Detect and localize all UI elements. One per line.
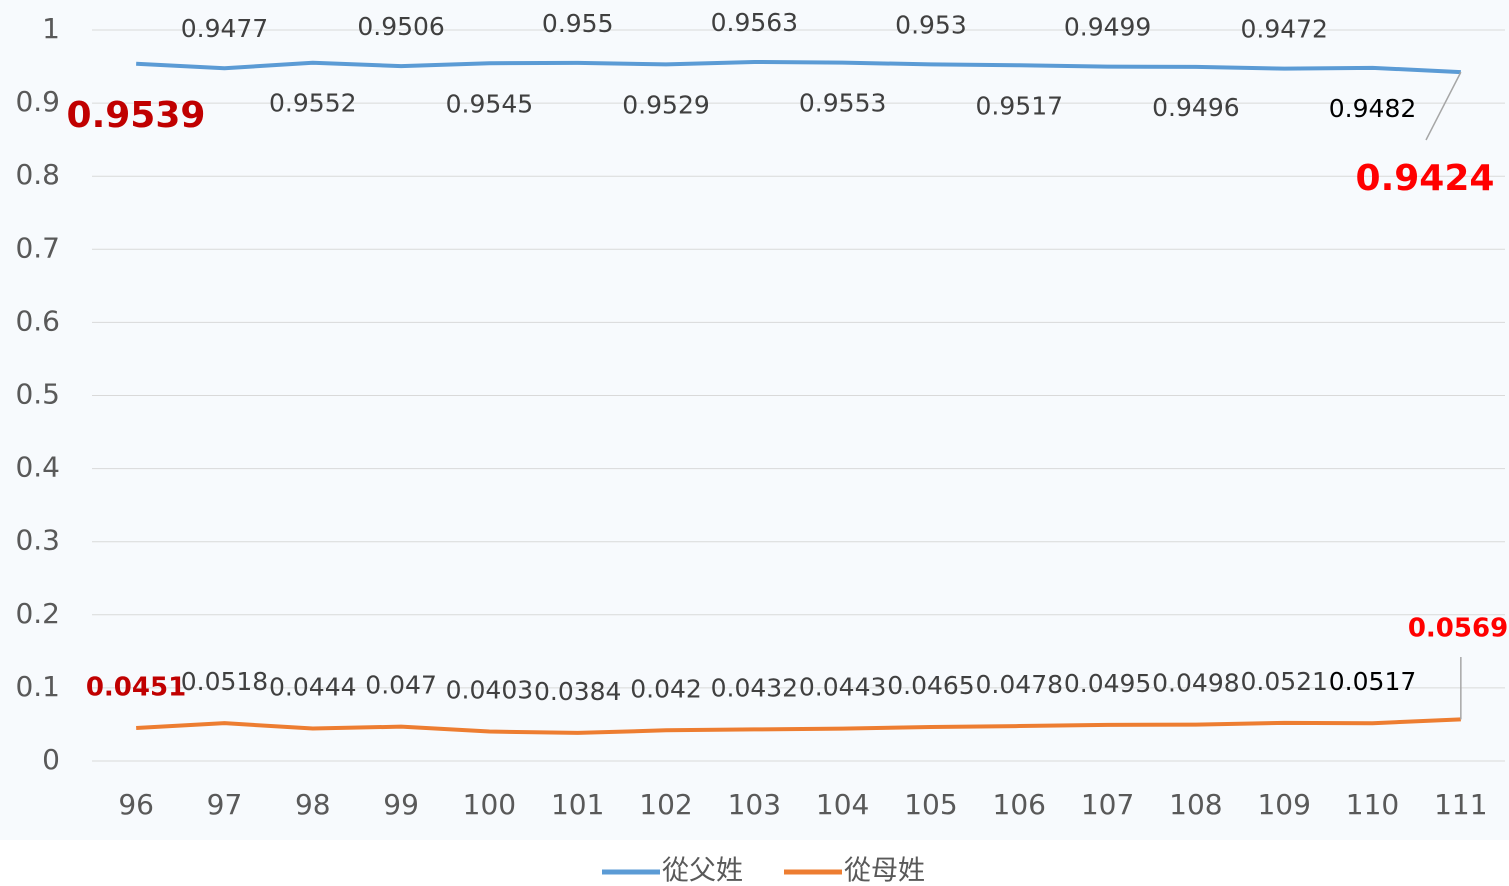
data-label: 0.9482 <box>1329 94 1416 123</box>
x-tick-label: 110 <box>1346 788 1399 821</box>
data-label: 0.0478 <box>976 670 1063 699</box>
data-label: 0.0518 <box>181 667 268 696</box>
data-label: 0.0465 <box>887 671 974 700</box>
y-tick-label: 0.5 <box>15 378 60 411</box>
y-tick-label: 0.4 <box>15 451 60 484</box>
x-tick-label: 98 <box>295 788 331 821</box>
series-line <box>136 59 1461 75</box>
x-tick-label: 101 <box>551 788 604 821</box>
legend-label: 從母姓 <box>844 856 925 886</box>
x-tick-label: 111 <box>1434 788 1487 821</box>
data-label: 0.9424 <box>1356 158 1495 199</box>
data-label: 0.9472 <box>1240 15 1327 44</box>
x-tick-label: 97 <box>207 788 243 821</box>
data-label: 0.0384 <box>534 677 621 706</box>
data-label: 0.0444 <box>269 673 356 702</box>
data-label: 0.953 <box>895 10 967 39</box>
y-tick-label: 0.6 <box>15 304 60 337</box>
data-label: 0.0517 <box>1329 667 1416 696</box>
x-tick-label: 106 <box>993 788 1046 821</box>
y-tick-label: 0 <box>42 743 60 776</box>
y-tick-label: 0.2 <box>15 597 60 630</box>
data-label: 0.9506 <box>357 12 444 41</box>
data-label: 0.9517 <box>976 91 1063 120</box>
x-tick-label: 108 <box>1169 788 1222 821</box>
data-label: 0.9539 <box>67 95 206 136</box>
data-label: 0.9499 <box>1064 13 1151 42</box>
data-label: 0.9477 <box>181 14 268 43</box>
data-label: 0.9545 <box>446 89 533 118</box>
data-label: 0.047 <box>365 671 437 700</box>
data-label: 0.9496 <box>1152 93 1239 122</box>
x-tick-label: 100 <box>463 788 516 821</box>
y-tick-label: 0.1 <box>15 670 60 703</box>
y-tick-label: 0.8 <box>15 158 60 191</box>
x-tick-label: 103 <box>728 788 781 821</box>
data-label: 0.0498 <box>1152 669 1239 698</box>
y-tick-label: 1 <box>42 12 60 45</box>
data-label: 0.0432 <box>711 673 798 702</box>
x-tick-label: 99 <box>383 788 419 821</box>
data-label: 0.0451 <box>86 673 186 703</box>
data-label: 0.9552 <box>269 89 356 118</box>
data-label: 0.0569 <box>1408 614 1508 644</box>
data-label: 0.042 <box>630 674 702 703</box>
y-tick-label: 0.9 <box>15 85 60 118</box>
x-tick-label: 107 <box>1081 788 1134 821</box>
legend-label: 從父姓 <box>662 856 743 886</box>
data-label: 0.0521 <box>1240 667 1327 696</box>
data-label: 0.9563 <box>711 8 798 37</box>
x-tick-label: 96 <box>118 788 154 821</box>
y-tick-label: 0.7 <box>15 231 60 264</box>
plot-background <box>0 0 1509 840</box>
x-tick-label: 105 <box>904 788 957 821</box>
leader-line <box>1425 71 1462 141</box>
y-tick-label: 0.3 <box>15 524 60 557</box>
x-tick-label: 109 <box>1257 788 1310 821</box>
series-line <box>136 717 1461 735</box>
x-tick-label: 102 <box>639 788 692 821</box>
x-tick-label: 104 <box>816 788 869 821</box>
data-label: 0.9553 <box>799 89 886 118</box>
data-label: 0.0403 <box>446 676 533 705</box>
data-label: 0.0443 <box>799 673 886 702</box>
data-label: 0.0495 <box>1064 669 1151 698</box>
data-label: 0.9529 <box>622 90 709 119</box>
data-label: 0.955 <box>542 9 614 38</box>
